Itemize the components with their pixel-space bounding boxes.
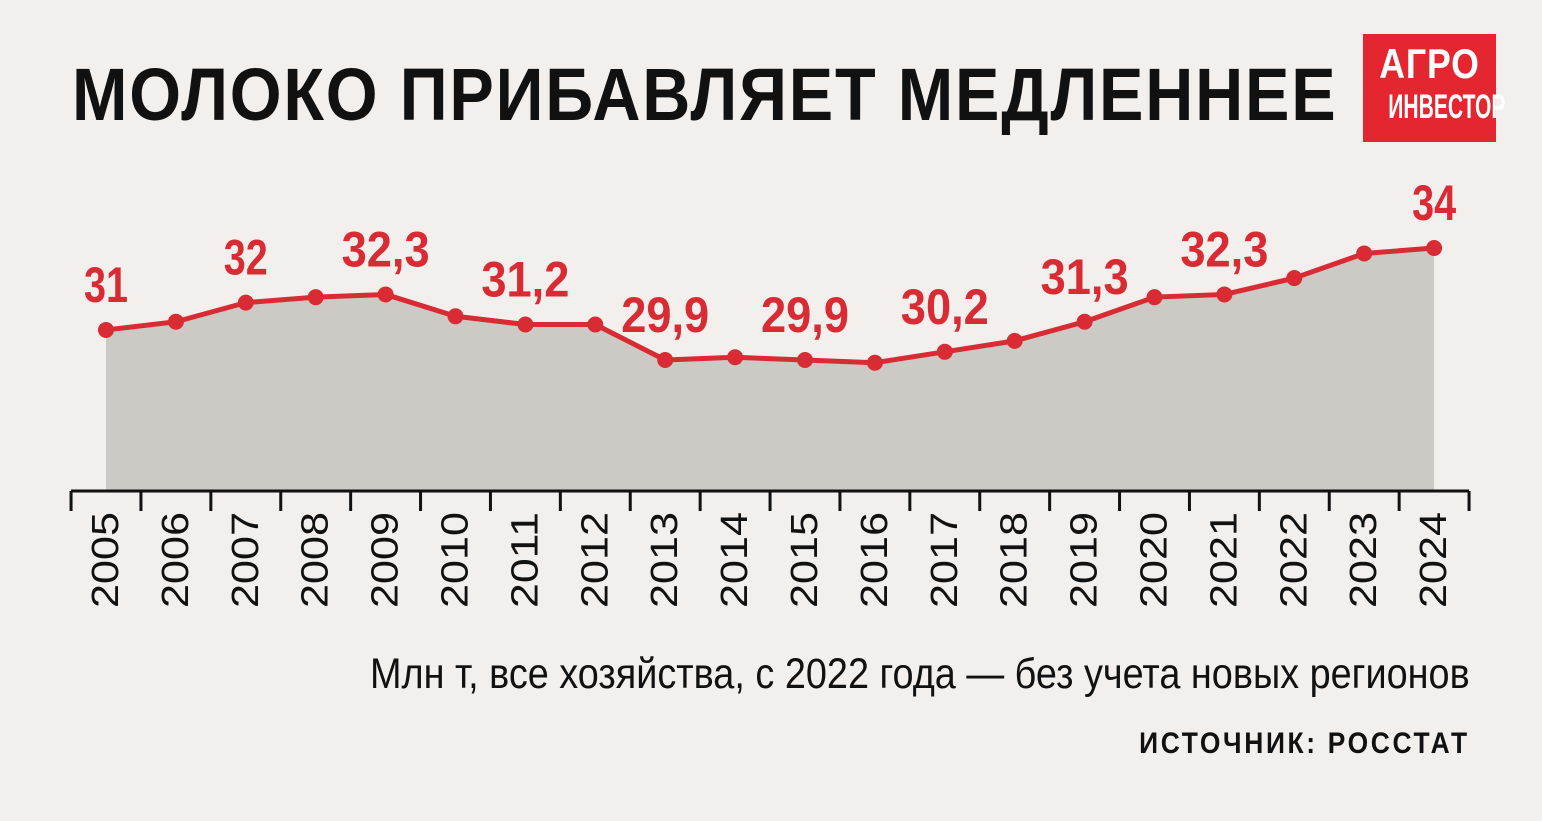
x-tick-label: 2005 <box>85 512 127 608</box>
x-tick-label: 2022 <box>1273 512 1315 608</box>
area-fill <box>106 248 1435 491</box>
data-point <box>587 316 604 333</box>
x-tick-label: 2010 <box>435 512 477 608</box>
data-point <box>517 316 534 333</box>
logo-line-1: АГРО <box>1379 40 1480 87</box>
data-point <box>167 313 184 330</box>
x-tick-label: 2012 <box>574 512 616 608</box>
data-label: 31 <box>84 257 128 313</box>
data-label: 29,9 <box>621 287 709 343</box>
data-point <box>727 349 744 366</box>
data-point <box>1426 240 1443 256</box>
x-tick-label: 2024 <box>1413 512 1455 608</box>
data-point <box>1146 289 1163 306</box>
data-point <box>936 343 953 360</box>
x-tick-label: 2017 <box>924 512 966 608</box>
x-tick-label: 2016 <box>854 512 896 608</box>
series-line <box>105 245 1435 366</box>
x-tick-label: 2020 <box>1134 512 1176 608</box>
chart-title: МОЛОКО ПРИБАВЛЯЕТ МЕДЛЕННЕЕ <box>72 53 1338 136</box>
data-label: 29,9 <box>761 287 849 343</box>
data-point <box>237 294 254 311</box>
data-point <box>1076 313 1093 330</box>
data-point <box>1216 286 1233 303</box>
data-point <box>1356 245 1373 262</box>
x-tick-label: 2011 <box>504 512 546 608</box>
data-point <box>377 286 394 303</box>
data-point <box>307 289 324 306</box>
data-label: 32 <box>224 230 268 286</box>
data-label: 30,2 <box>901 279 989 335</box>
data-point <box>1006 332 1023 349</box>
data-label: 31,3 <box>1041 249 1129 305</box>
x-tick-label: 2014 <box>714 512 756 608</box>
data-point <box>657 352 674 368</box>
data-label: 32,3 <box>342 221 430 277</box>
x-tick-label: 2021 <box>1203 512 1245 608</box>
x-tick-label: 2018 <box>994 512 1036 608</box>
x-tick-label: 2007 <box>225 512 267 608</box>
x-tick-label: 2008 <box>295 512 337 608</box>
data-point <box>866 354 883 371</box>
data-label: 32,3 <box>1180 221 1268 277</box>
data-point <box>797 352 813 368</box>
x-tick-label: 2006 <box>155 512 197 608</box>
x-tick-label: 2009 <box>365 512 407 608</box>
data-label: 34 <box>1412 175 1456 231</box>
source-note: ИСТОЧНИК: РОССТАТ <box>1139 727 1470 760</box>
x-tick-label: 2013 <box>644 512 686 608</box>
data-point <box>98 321 114 338</box>
chart-subtitle: Млн т, все хозяйства, с 2022 года — без … <box>370 650 1470 698</box>
x-tick-label: 2019 <box>1064 512 1106 608</box>
data-point <box>1286 270 1303 287</box>
x-tick-label: 2015 <box>784 512 826 608</box>
data-point <box>447 308 464 325</box>
agroinvestor-logo: АГРО ИНВЕСТОР <box>1363 34 1505 142</box>
x-tick-label: 2023 <box>1343 512 1385 608</box>
data-label: 31,2 <box>481 251 569 307</box>
